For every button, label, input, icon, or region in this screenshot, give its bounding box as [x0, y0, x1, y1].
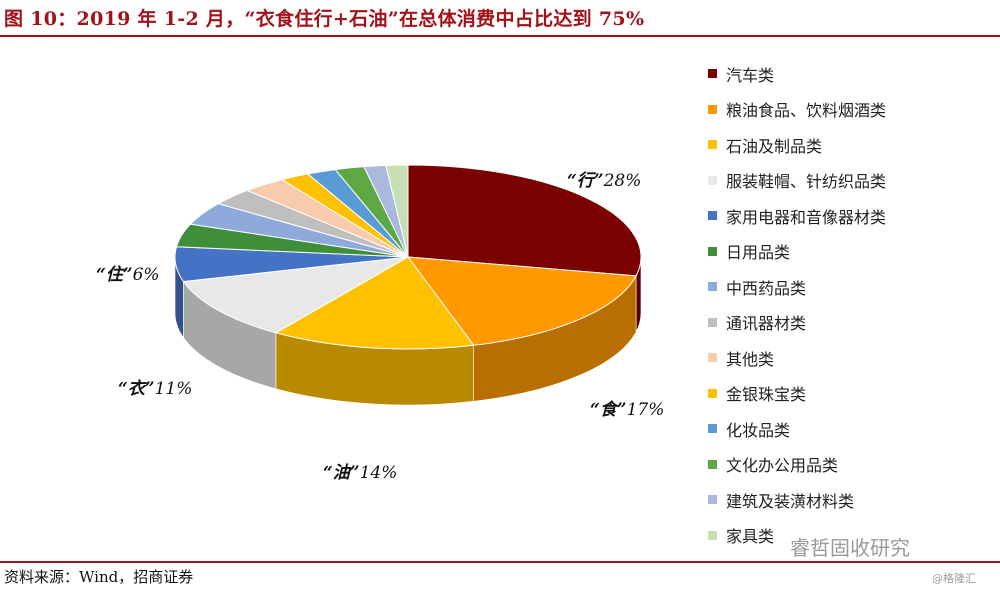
legend-item: 日用品类 — [700, 234, 886, 270]
legend-swatch — [708, 317, 717, 327]
pie-top — [174, 164, 642, 350]
legend-swatch — [708, 175, 717, 185]
legend-item: 其他类 — [700, 340, 886, 376]
legend-label: 金银珠宝类 — [726, 385, 807, 405]
legend-item: 通讯器材类 — [700, 305, 886, 341]
legend-item: 文化办公用品类 — [700, 447, 886, 483]
watermark: 睿哲固收研究 — [790, 536, 910, 560]
legend-item: 家用电器和音像器材类 — [700, 198, 886, 234]
legend-swatch — [708, 388, 717, 398]
pie-slice-2 — [274, 256, 475, 350]
legend-label: 建筑及装潢材料类 — [726, 491, 855, 511]
legend-item: 服装鞋帽、针纺织品类 — [700, 163, 886, 199]
legend-swatch — [708, 495, 717, 505]
source-note: 资料来源：Wind，招商证券 — [4, 568, 194, 586]
annotation-2: “油”14% — [323, 463, 397, 483]
pie-slice-3 — [182, 256, 409, 334]
legend-label: 日用品类 — [726, 243, 791, 263]
legend-label: 家用电器和音像器材类 — [726, 207, 887, 227]
legend-swatch — [708, 424, 717, 434]
legend-item: 石油及制品类 — [700, 127, 886, 163]
legend-swatch — [708, 353, 717, 363]
legend-label: 家具类 — [726, 527, 775, 547]
legend-swatch — [708, 140, 717, 150]
legend-item: 金银珠宝类 — [700, 376, 886, 412]
legend-swatch — [708, 282, 717, 292]
watermark-small: @格隆汇 — [932, 572, 976, 585]
pie-slice-1 — [406, 256, 637, 346]
legend-item: 粮油食品、饮料烟酒类 — [700, 92, 886, 128]
legend-swatch — [708, 246, 717, 256]
annotation-3: “衣”11% — [118, 379, 192, 399]
legend-label: 粮油食品、饮料烟酒类 — [726, 101, 887, 121]
legend-label: 中西药品类 — [726, 278, 807, 298]
legend-label: 化妆品类 — [726, 420, 791, 440]
legend-label: 文化办公用品类 — [726, 456, 839, 476]
legend-label: 其他类 — [726, 349, 775, 369]
page-title: 图 10：2019 年 1-2 月，“衣食住行+石油”在总体消费中占比达到 75… — [4, 8, 645, 30]
legend-item: 建筑及装潢材料类 — [700, 482, 886, 518]
legend-swatch — [708, 530, 717, 540]
legend-label: 服装鞋帽、针纺织品类 — [726, 172, 887, 192]
legend-label: 汽车类 — [726, 65, 775, 85]
annotation-4: “住”6% — [96, 265, 160, 285]
legend-item: 汽车类 — [700, 56, 886, 92]
legend-swatch — [708, 211, 717, 221]
legend-swatch — [708, 459, 717, 469]
legend-item: 化妆品类 — [700, 411, 886, 447]
legend-label: 石油及制品类 — [726, 136, 823, 156]
pie-slice-13 — [385, 164, 409, 258]
legend-swatch — [708, 104, 717, 114]
legend-swatch — [708, 69, 717, 79]
legend: 汽车类粮油食品、饮料烟酒类 石油及制品类服装鞋帽、针纺织品类 家用电器和音像器材类日… — [700, 56, 886, 553]
legend-label: 通讯器材类 — [726, 314, 807, 334]
annotation-0: “行”28% — [567, 171, 641, 191]
top-divider — [0, 35, 1000, 37]
bottom-divider — [0, 561, 1000, 563]
pie-slice-0 — [407, 164, 642, 277]
annotation-1: “食”17% — [590, 400, 664, 420]
legend-item: 中西药品类 — [700, 269, 886, 305]
legend-item: 家具类 — [700, 518, 886, 554]
pie-annotations: “行”28% “食”17% “油”14% “衣”11% “住”6% — [96, 171, 664, 483]
